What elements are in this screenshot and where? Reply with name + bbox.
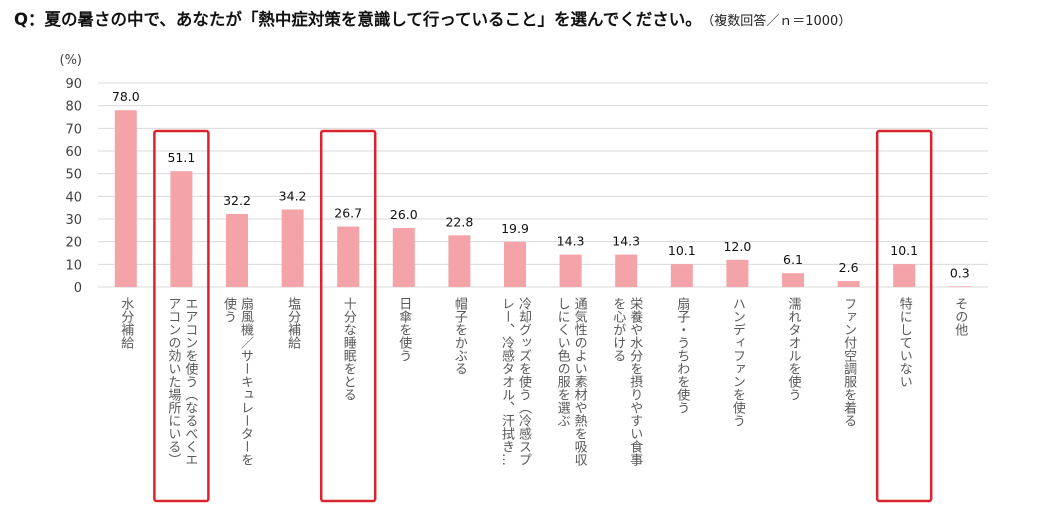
- y-tick-label: 90: [65, 77, 82, 92]
- sample-note: （複数回答／ｎ＝1000）: [707, 14, 852, 29]
- category-label: 扇子・うちわを使う: [674, 296, 690, 414]
- category-label: ファン付空調服を着る: [841, 297, 857, 427]
- bar: [948, 286, 971, 287]
- category-label: 十分な睡眠をとる: [341, 297, 357, 401]
- y-tick-label: 0: [74, 281, 82, 296]
- y-tick-label: 50: [65, 168, 82, 183]
- category-label: 日傘を使う: [396, 297, 412, 362]
- bar: [337, 226, 360, 287]
- data-label: 22.8: [445, 214, 473, 229]
- bar: [226, 214, 248, 287]
- category-label: 通気性のよい素材や熱を吸収: [572, 297, 588, 466]
- y-tick-label: 80: [65, 100, 82, 115]
- y-axis-label: (%): [60, 53, 83, 68]
- bar: [615, 254, 638, 287]
- category-label: その他: [952, 297, 968, 337]
- bar: [448, 235, 471, 287]
- data-label: 78.0: [112, 89, 140, 104]
- category-label: 使う: [221, 296, 237, 323]
- data-label: 2.6: [839, 260, 859, 275]
- category-label: 帽子をかぶる: [452, 296, 468, 375]
- data-label: 26.0: [390, 207, 418, 222]
- category-label: エアコンを使う（なるべくエ: [182, 297, 198, 466]
- bar: [670, 264, 693, 287]
- y-tick-label: 30: [65, 213, 82, 228]
- bar: [504, 241, 526, 287]
- category-label: を心がける: [610, 297, 626, 362]
- data-label: 10.1: [890, 243, 918, 258]
- question-text: Q：夏の暑さの中で、あなたが「熱中症対策を意識して行っていること」を選んでくださ…: [14, 10, 702, 29]
- bar: [726, 259, 749, 287]
- data-label: 0.3: [950, 265, 970, 280]
- y-tick-label: 70: [65, 122, 82, 137]
- highlight-box: [875, 129, 933, 503]
- highlight-box: [153, 129, 210, 503]
- category-label: 水分補給: [118, 297, 134, 349]
- category-label: 塩分補給: [285, 297, 301, 349]
- category-label: 冷却グッズを使う（冷感スプ: [516, 297, 532, 466]
- bar: [837, 281, 860, 287]
- bar: [392, 228, 415, 287]
- data-label: 14.3: [612, 234, 640, 249]
- data-label: 12.0: [723, 239, 751, 254]
- data-label: 14.3: [557, 234, 585, 249]
- data-label: 19.9: [501, 221, 529, 236]
- bar: [782, 273, 804, 287]
- category-label: 栄養や水分を摂りやすい食事: [627, 297, 643, 466]
- bar: [893, 264, 916, 287]
- chart-title: Q：夏の暑さの中で、あなたが「熱中症対策を意識して行っていること」を選んでくださ…: [14, 6, 851, 30]
- category-label: 濡れタオルを使う: [786, 297, 802, 401]
- y-tick-label: 10: [65, 258, 82, 273]
- category-label: しにくい色の服を選ぶ: [555, 297, 571, 427]
- category-label: 扇風機／サーキュレーターを: [238, 296, 254, 466]
- data-label: 10.1: [668, 243, 696, 258]
- highlight-box: [319, 129, 377, 503]
- data-label: 51.1: [167, 150, 195, 165]
- bar: [114, 110, 137, 287]
- category-label: レー、冷感タオル、汗拭き…: [499, 297, 515, 466]
- data-label: 26.7: [334, 205, 362, 220]
- data-label: 34.2: [279, 188, 307, 203]
- bar: [281, 209, 304, 287]
- category-label: アコンの効いた場所にいる）: [165, 297, 181, 466]
- bar: [559, 254, 582, 287]
- y-tick-label: 40: [65, 190, 82, 205]
- bar: [170, 171, 193, 287]
- category-label: ハンディファンを使う: [730, 297, 746, 427]
- data-label: 32.2: [223, 193, 251, 208]
- y-tick-label: 60: [65, 145, 82, 160]
- y-tick-label: 20: [65, 236, 82, 251]
- data-label: 6.1: [783, 252, 803, 267]
- category-label: 特にしていない: [897, 297, 913, 388]
